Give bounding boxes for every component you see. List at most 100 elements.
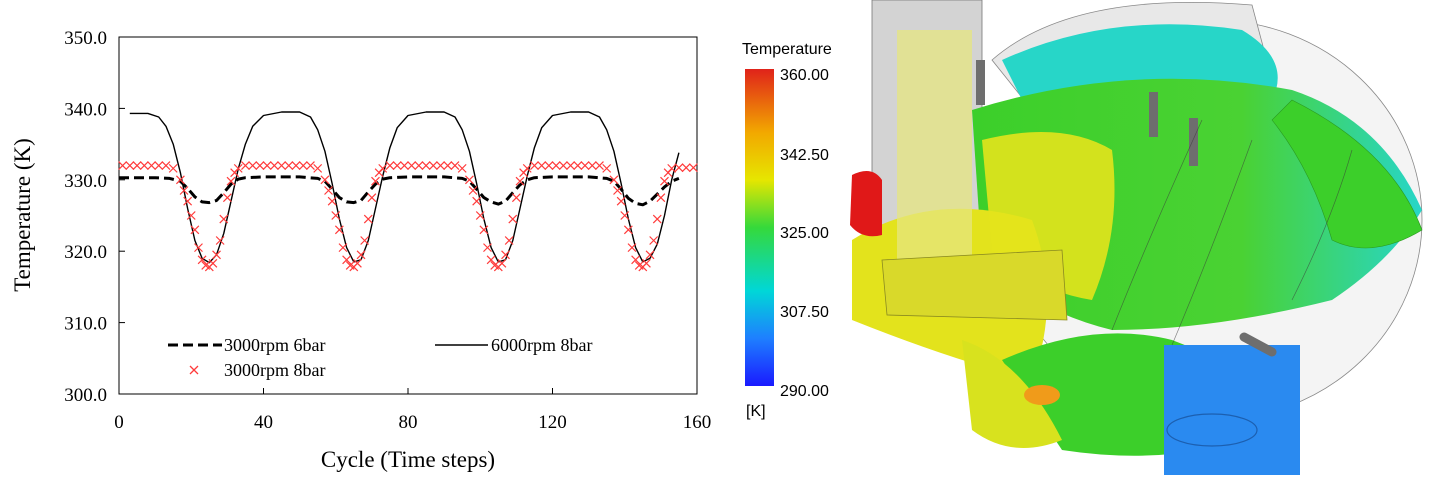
data-point-3000rpm-8bar (515, 176, 525, 186)
data-point-3000rpm-8bar (580, 161, 590, 170)
temperature-line-chart: 300.0 310.0 320.0 330.0 340.0 350.0 0 40 80 120 1… (10, 28, 711, 472)
data-point-3000rpm-8bar (609, 175, 619, 185)
rotor-lobe-right (1271, 99, 1423, 249)
data-point-3000rpm-8bar (241, 161, 250, 170)
data-point-3000rpm-8bar (179, 186, 189, 195)
data-point-3000rpm-8bar (537, 161, 547, 170)
data-point-3000rpm-8bar (385, 161, 395, 170)
data-point-3000rpm-8bar (356, 250, 366, 260)
cfd-temperature-contour: Temperature 360.00 342.50 325.00 307.50 … (742, 0, 1423, 475)
data-point-3000rpm-8bar (645, 250, 655, 260)
data-point-3000rpm-8bar (623, 225, 633, 235)
data-point-3000rpm-8bar (392, 161, 402, 170)
x-tick-label: 0 (114, 412, 124, 433)
data-point-3000rpm-8bar (291, 161, 301, 170)
data-point-3000rpm-8bar (475, 211, 485, 220)
data-point-3000rpm-8bar (587, 161, 597, 170)
data-point-3000rpm-8bar (497, 258, 507, 268)
data-point-3000rpm-8bar (125, 161, 135, 170)
data-point-3000rpm-8bar (483, 243, 492, 253)
probe-3 (1189, 118, 1198, 166)
data-point-3000rpm-8bar (147, 161, 156, 170)
data-point-3000rpm-8bar (334, 225, 344, 235)
data-point-3000rpm-8bar (168, 163, 178, 173)
data-point-3000rpm-8bar (186, 211, 196, 220)
hot-spot-orange (1024, 385, 1060, 405)
data-point-3000rpm-8bar (464, 175, 474, 185)
plot-frame (118, 36, 698, 395)
data-point-3000rpm-8bar (544, 161, 554, 170)
data-point-3000rpm-8bar (327, 196, 337, 206)
data-point-3000rpm-8bar (269, 161, 279, 170)
inlet-port-blue (1164, 345, 1300, 475)
x-tick-label: 40 (254, 412, 273, 433)
data-point-3000rpm-8bar (457, 163, 467, 173)
rotor-edge-lines (1111, 119, 1353, 346)
colorbar-label-290: 290.00 (780, 383, 829, 400)
data-point-3000rpm-8bar (320, 175, 330, 185)
data-point-3000rpm-8bar (306, 161, 315, 170)
y-tick-label: 330.0 (64, 171, 107, 192)
x-axis-title: Cycle (Time steps) (321, 447, 495, 472)
data-point-3000rpm-8bar (504, 236, 514, 245)
data-point-3000rpm-8bar (212, 250, 221, 260)
data-point-3000rpm-8bar (353, 258, 362, 268)
colorbar-label-307: 307.50 (780, 304, 829, 321)
data-point-3000rpm-8bar (688, 163, 698, 173)
data-point-3000rpm-8bar (450, 161, 460, 170)
legend-swatch-3000rpm-8bar (189, 365, 199, 375)
x-axis-ticks: 0 40 80 120 160 (114, 388, 711, 433)
data-point-3000rpm-8bar (674, 163, 684, 173)
probe-1 (976, 60, 985, 105)
data-point-3000rpm-8bar (642, 258, 651, 268)
series-line-3000rpm-6bar (119, 175, 680, 207)
probe-4 (1239, 332, 1277, 357)
y-tick-label: 350.0 (64, 28, 107, 49)
housing-block-yellow (881, 249, 1068, 321)
data-point-3000rpm-8bar (197, 255, 207, 265)
rotor-surface-yellow-lower (962, 340, 1062, 448)
data-point-3000rpm-8bar (118, 161, 128, 170)
data-point-3000rpm-8bar (219, 214, 229, 224)
data-point-3000rpm-8bar (284, 161, 294, 170)
y-tick-label: 320.0 (64, 242, 107, 263)
legend-label-3000rpm-8bar: 3000rpm 8bar (224, 360, 325, 380)
colorbar-label-360: 360.00 (780, 67, 829, 84)
data-point-3000rpm-8bar (233, 163, 243, 173)
inlet-port-rim (1166, 413, 1258, 447)
data-point-3000rpm-8bar (298, 161, 308, 170)
data-point-3000rpm-8bar (631, 255, 641, 265)
data-point-3000rpm-8bar (190, 225, 200, 235)
colorbar-unit: [K] (746, 403, 766, 420)
data-point-3000rpm-8bar (324, 186, 333, 195)
x-tick-label: 160 (683, 412, 712, 433)
data-point-3000rpm-8bar (399, 161, 409, 170)
data-point-3000rpm-8bar (613, 186, 622, 195)
data-point-3000rpm-8bar (511, 193, 521, 203)
data-point-3000rpm-8bar (573, 161, 583, 170)
data-point-3000rpm-8bar (421, 161, 431, 170)
colorbar-title: Temperature (742, 41, 832, 58)
data-point-3000rpm-8bar (414, 161, 424, 170)
data-point-3000rpm-8bar (681, 163, 691, 173)
data-point-3000rpm-8bar (208, 258, 218, 268)
colorbar-gradient (745, 69, 774, 386)
data-point-3000rpm-8bar (407, 161, 417, 170)
x-tick-label: 120 (538, 412, 567, 433)
colorbar-label-325: 325.00 (780, 225, 829, 242)
data-point-3000rpm-8bar (194, 243, 203, 253)
legend-label-6000rpm-8bar: 6000rpm 8bar (491, 335, 592, 355)
data-point-3000rpm-8bar (226, 176, 236, 186)
data-point-3000rpm-8bar (508, 214, 518, 224)
data-point-3000rpm-8bar (436, 161, 445, 170)
data-point-3000rpm-8bar (139, 161, 149, 170)
data-point-3000rpm-8bar (530, 161, 539, 170)
data-point-3000rpm-8bar (367, 193, 377, 203)
data-point-3000rpm-8bar (443, 161, 453, 170)
data-point-3000rpm-8bar (551, 161, 561, 170)
series-layer (118, 111, 698, 272)
data-point-3000rpm-8bar (161, 161, 171, 170)
data-point-3000rpm-8bar (566, 161, 575, 170)
hot-spot-red (850, 171, 882, 237)
data-point-3000rpm-8bar (522, 163, 532, 173)
